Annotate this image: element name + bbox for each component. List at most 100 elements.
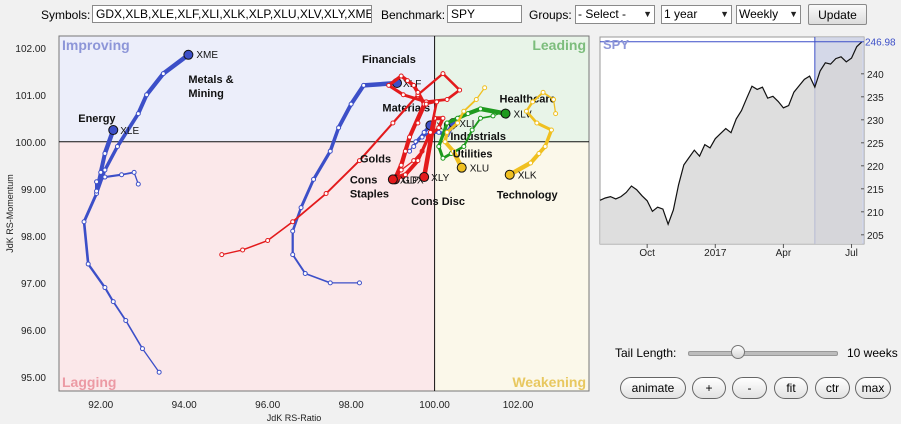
tail-segment	[241, 239, 269, 251]
tail-segment	[387, 74, 403, 88]
spy-x-tick-label: Jul	[845, 248, 858, 259]
tail-segment	[429, 100, 438, 134]
tail-segment	[112, 300, 127, 322]
tail-point	[123, 317, 129, 323]
tail-point	[427, 129, 433, 135]
tail-point	[551, 96, 557, 102]
benchmark-input[interactable]: SPY	[447, 5, 522, 23]
tail-segment	[543, 128, 554, 149]
symbol-label: XLE	[120, 126, 139, 137]
frequency-select[interactable]: Weekly ▼	[736, 5, 801, 24]
tail-segment	[387, 83, 405, 97]
tail-point	[290, 228, 296, 234]
head-point-xlv[interactable]	[500, 108, 511, 119]
tail-point	[94, 179, 100, 185]
symbols-input[interactable]: GDX,XLB,XLE,XLF,XLI,XLK,XLP,XLU,XLV,XLY,…	[92, 5, 372, 23]
tail-segment	[124, 319, 144, 350]
tail-gdx[interactable]: GDX Golds	[219, 71, 463, 258]
symbol-label: XLP	[400, 175, 419, 186]
chevron-down-icon: ▼	[643, 9, 652, 19]
tail-xlv[interactable]: XLV Healthcare	[436, 94, 556, 161]
tail-xle[interactable]: XLE Energy	[78, 113, 141, 194]
y-tick-label: 98.00	[21, 232, 46, 243]
tail-xlp[interactable]: XLP Cons Staples	[350, 99, 440, 201]
head-point-xle[interactable]	[108, 125, 119, 136]
tail-segment	[98, 151, 107, 175]
tail-point	[348, 101, 354, 107]
tail-segment	[349, 83, 366, 107]
tail-point	[94, 188, 100, 194]
update-button[interactable]: Update	[808, 4, 867, 25]
tail-length-track[interactable]	[688, 351, 838, 356]
symbol-label: XLY	[431, 173, 449, 184]
tail-segment	[144, 71, 166, 97]
tail-segment	[103, 144, 120, 172]
plot-border	[58, 35, 590, 392]
tail-point	[110, 299, 116, 305]
tail-point	[398, 73, 404, 79]
zoom-in-button[interactable]: +	[692, 377, 726, 399]
max-button[interactable]: max	[855, 377, 891, 399]
tail-xly[interactable]: XLY Cons Disc	[398, 115, 465, 208]
tail-point	[407, 134, 413, 140]
head-point-xme[interactable]	[183, 49, 194, 60]
tail-segment	[417, 103, 427, 124]
tail-segment	[462, 98, 478, 113]
tail-point	[398, 162, 404, 168]
spy-area	[600, 41, 862, 244]
tail-segment	[82, 220, 90, 266]
fit-button[interactable]: fit	[774, 377, 808, 399]
head-point-xly[interactable]	[419, 172, 430, 183]
center-button[interactable]: ctr	[815, 377, 850, 399]
x-tick-label: 102.00	[503, 400, 534, 411]
groups-select[interactable]: - Select - ▼	[575, 5, 655, 24]
tail-segment	[87, 262, 107, 289]
tail-point	[444, 120, 450, 126]
tail-xlf[interactable]: XLFFinancials	[290, 54, 422, 286]
head-point-xlk[interactable]	[504, 169, 515, 180]
tail-segment	[441, 72, 461, 92]
tail-point	[240, 247, 246, 253]
tail-segment	[407, 102, 427, 140]
weakening-label: Weakening	[512, 374, 586, 390]
tail-point	[442, 139, 448, 145]
spy-y-tick-label: 235	[867, 93, 884, 104]
tail-point	[327, 148, 333, 154]
groups-label: Groups:	[529, 8, 572, 22]
tail-xlu[interactable]: XLU Utilities	[442, 85, 492, 175]
y-tick-label: 99.00	[21, 185, 46, 196]
tail-xme[interactable]: XME Metals & Mining	[81, 49, 234, 375]
tail-point	[404, 78, 410, 84]
symbols-label: Symbols:	[41, 8, 91, 22]
tail-point	[436, 129, 442, 135]
tail-point	[473, 96, 479, 102]
period-select[interactable]: 1 year ▼	[661, 5, 732, 24]
tail-segment	[304, 272, 332, 284]
chevron-down-icon: ▼	[789, 9, 798, 19]
tail-segment	[325, 159, 361, 195]
x-tick-label: 92.00	[88, 400, 113, 411]
sector-name-label: Cons Disc	[411, 196, 465, 208]
sector-name-label: Healthcare	[500, 94, 556, 106]
tail-point	[534, 120, 540, 126]
tail-point	[290, 252, 296, 258]
spy-x-tick-label: Oct	[639, 248, 655, 259]
head-point-xlu[interactable]	[456, 162, 467, 173]
tail-xlk[interactable]: XLK Technology	[497, 89, 559, 202]
tail-point	[548, 127, 554, 133]
tail-length-slider-thumb[interactable]	[731, 345, 746, 359]
leading-label: Leading	[532, 37, 586, 53]
head-point-xlp[interactable]	[387, 174, 398, 185]
tail-point	[450, 148, 456, 154]
sector-name-label: Golds	[360, 153, 391, 165]
spy-y-tick-label: 225	[867, 139, 884, 150]
animate-button[interactable]: animate	[620, 377, 686, 399]
tail-segment	[103, 286, 115, 303]
tail-segment	[161, 52, 191, 76]
tail-point	[440, 155, 446, 161]
zoom-out-button[interactable]: -	[732, 377, 767, 399]
tail-length-value: 10 weeks	[847, 346, 898, 360]
y-tick-label: 102.00	[15, 44, 46, 55]
tail-segment	[403, 158, 420, 177]
